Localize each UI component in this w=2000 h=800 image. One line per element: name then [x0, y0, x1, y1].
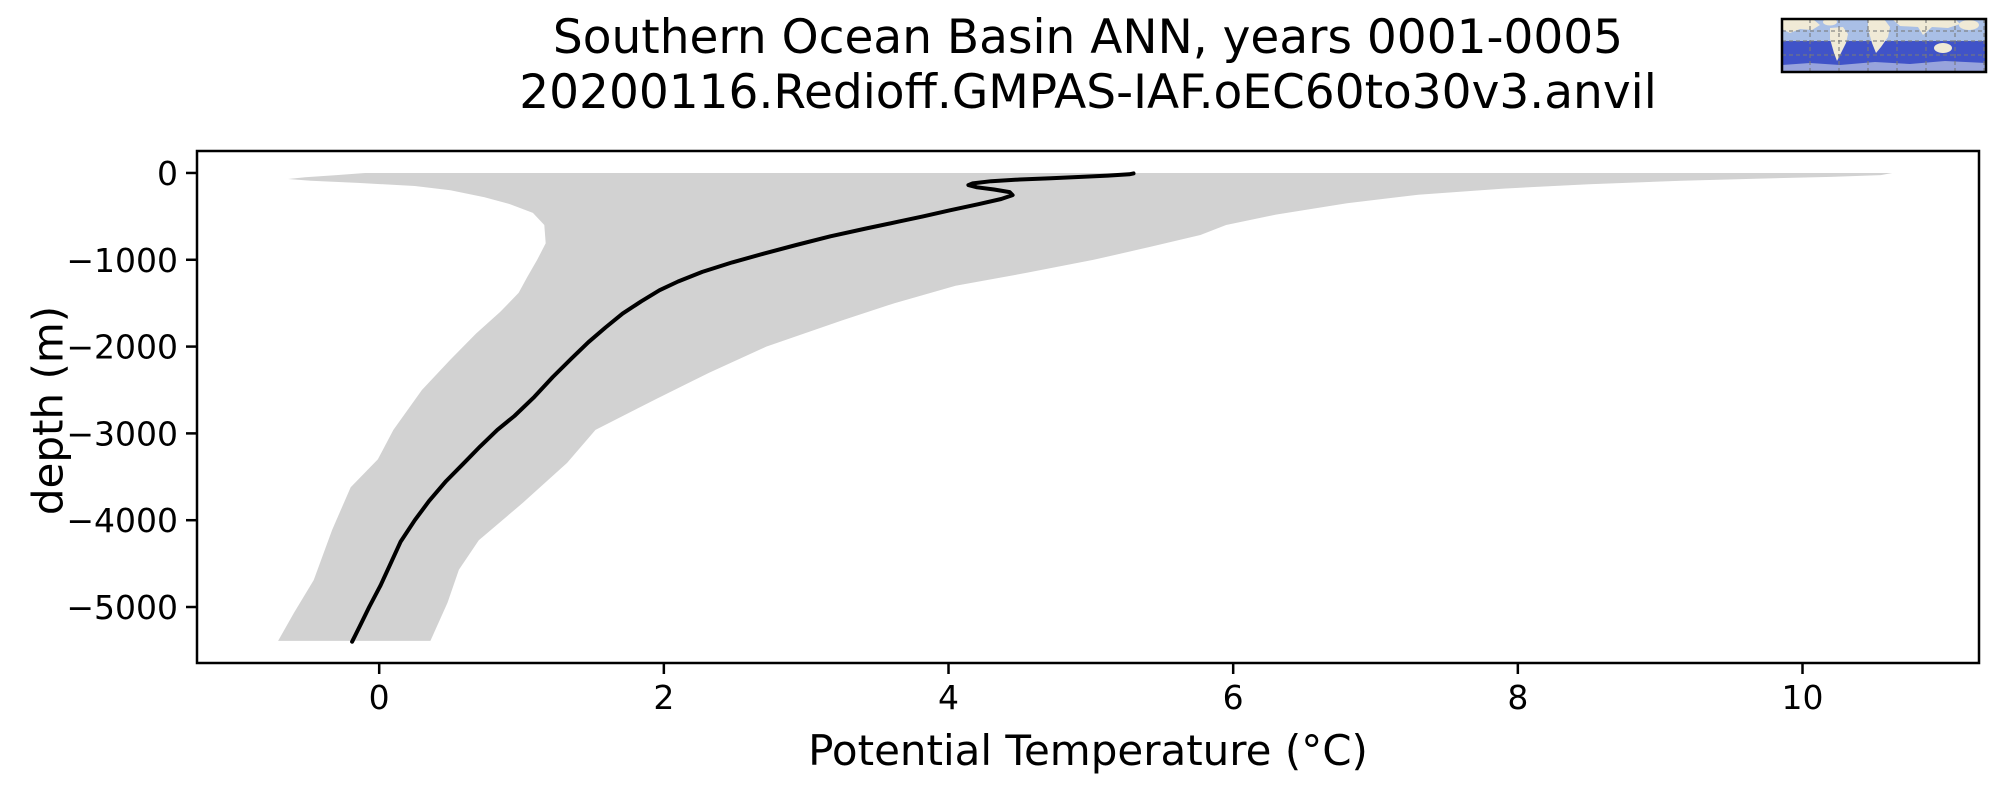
figure-title-block: Southern Ocean Basin ANN, years 0001-000…: [197, 10, 1979, 120]
x-tick-label: 8: [1507, 678, 1528, 717]
x-axis-label: Potential Temperature (°C): [808, 726, 1368, 775]
figure-subtitle-run-name: 20200116.Redioff.GMPAS-IAF.oEC60to30v3.a…: [519, 65, 1657, 120]
y-tick-label: 0: [157, 154, 178, 193]
figure-title: Southern Ocean Basin ANN, years 0001-000…: [552, 10, 1624, 65]
region-map-inset: [1780, 17, 1988, 74]
x-tick-label: 6: [1223, 678, 1244, 717]
y-tick-label: −3000: [66, 414, 178, 453]
x-tick-label: 4: [938, 678, 959, 717]
map-border: [1780, 17, 1988, 74]
x-tick-label: 2: [653, 678, 674, 717]
y-tick-label: −2000: [66, 328, 178, 367]
y-tick-label: −1000: [66, 241, 178, 280]
map-antarctica: [1782, 61, 1986, 72]
y-tick-label: −5000: [66, 588, 178, 627]
map-graticule: [1782, 19, 1986, 72]
y-tick-label: −4000: [66, 501, 178, 540]
x-tick-label: 0: [369, 678, 390, 717]
min-max-band: [278, 173, 1893, 641]
x-tick-label: 10: [1782, 678, 1824, 717]
temperature-profile-line: [350, 171, 1136, 644]
plot-frame: [195, 149, 1981, 665]
